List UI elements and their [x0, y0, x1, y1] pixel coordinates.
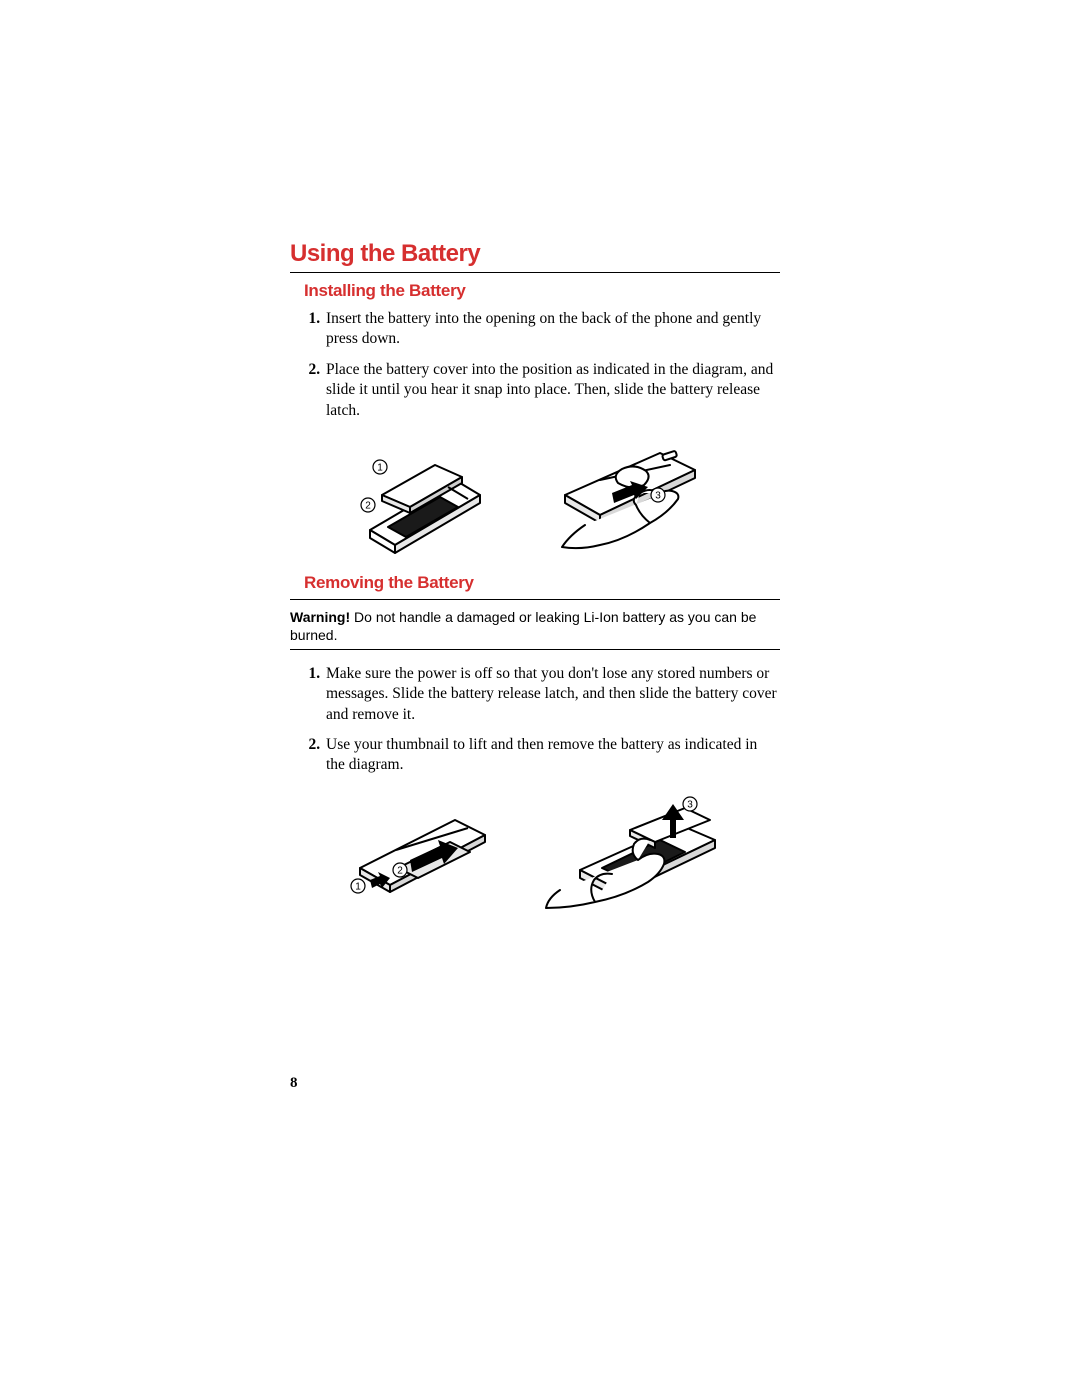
title-rule	[290, 272, 780, 273]
install-diagram-row: 1 2	[290, 435, 780, 555]
install-heading: Installing the Battery	[304, 281, 780, 301]
remove-diagram-1: 1 2	[330, 790, 500, 910]
remove-heading: Removing the Battery	[304, 573, 780, 593]
page-number: 8	[290, 1075, 298, 1092]
remove-rule-top	[290, 599, 780, 600]
main-heading: Using the Battery	[290, 240, 780, 268]
remove-diagram-row: 1 2	[290, 790, 780, 910]
remove-step-1: Make sure the power is off so that you d…	[324, 664, 780, 725]
remove-rule-bottom	[290, 649, 780, 650]
install-steps-list: Insert the battery into the opening on t…	[304, 309, 780, 421]
warning-text: Warning! Do not handle a damaged or leak…	[290, 608, 780, 644]
callout-label: 1	[355, 881, 361, 892]
install-diagram-1: 1 2	[340, 435, 500, 555]
remove-steps-list: Make sure the power is off so that you d…	[304, 664, 780, 776]
remove-step-2: Use your thumbnail to lift and then remo…	[324, 735, 780, 776]
install-step-2: Place the battery cover into the positio…	[324, 360, 780, 421]
callout-label: 2	[397, 865, 403, 876]
callout-label: 1	[377, 463, 383, 474]
callout-label: 3	[655, 491, 661, 502]
warning-label: Warning!	[290, 609, 350, 625]
warning-body: Do not handle a damaged or leaking Li-Io…	[290, 609, 756, 643]
remove-diagram-2: 3	[540, 790, 740, 910]
install-step-1: Insert the battery into the opening on t…	[324, 309, 780, 350]
callout-label: 3	[687, 799, 693, 810]
install-diagram-2: 3	[540, 435, 730, 555]
document-page: Using the Battery Installing the Battery…	[290, 240, 780, 916]
callout-label: 2	[365, 501, 371, 512]
